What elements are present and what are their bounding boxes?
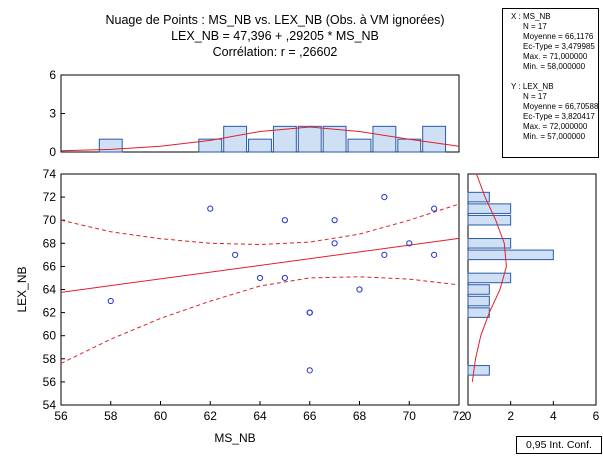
y-stats-header: Y : LEX_NB [511,82,554,91]
y-tick-label: 70 [43,213,57,227]
right-histogram-bar [467,272,512,284]
scatter-point [331,240,338,247]
y-tick-label: 58 [43,352,57,366]
scatter-point [306,309,313,316]
right-histogram-bar [467,191,490,203]
y-axis-label: LEX_NB [15,266,29,312]
y-stat-n: N = 17 [523,92,547,101]
x-stats-header: X : MS_NB [511,12,551,21]
y-tick-label: 68 [43,236,57,250]
right-histogram-bar [467,365,490,376]
scatter-point [381,194,388,201]
correlation-text: Corrélation: r = ,26602 [212,45,338,59]
x-tick-label: 60 [154,409,168,423]
y-tick-label: 72 [43,190,57,204]
top-histogram-bar [223,125,248,153]
x-stats-group: X : MS_NB N = 17 Moyenne = 66,1176 Ec-Ty… [511,12,598,72]
top-histogram-bar [198,138,223,153]
right-histogram-bar [467,284,490,295]
top-histogram-bar [272,125,297,153]
top-histogram-bar [372,125,397,153]
right-histogram-tick-label: 0 [465,409,472,423]
scatter-point [256,274,264,282]
confidence-band-lower [60,276,460,364]
top-histogram-tick-label: 0 [49,145,56,159]
x-tick-label: 64 [253,409,267,423]
x-stat-mean: Moyenne = 66,1176 [523,32,594,41]
right-histogram-bar [467,295,490,307]
y-stat-max: Max. = 72,000000 [523,122,588,131]
x-tick-label: 70 [403,409,417,423]
x-stat-min: Min. = 58,000000 [523,62,586,71]
scatter-point [207,205,214,212]
right-histogram-bar [467,203,512,214]
regression-equation: LEX_NB = 47,396 + ,29205 * MS_NB [171,29,379,43]
y-stat-min: Min. = 57,000000 [523,132,586,141]
y-tick-label: 56 [43,375,57,389]
chart-title: Nuage de Points : MS_NB vs. LEX_NB (Obs.… [60,12,490,60]
top-histogram-normal-curve [60,126,460,152]
right-histogram-bar [467,307,490,318]
scatter-plot-frame [60,173,460,406]
right-histogram-tick-label: 6 [593,409,600,423]
regression-line [60,237,460,293]
right-histogram-tick-label: 4 [550,409,557,423]
stats-legend-box: X : MS_NB N = 17 Moyenne = 66,1176 Ec-Ty… [502,8,599,158]
y-stat-sd: Ec-Type = 3,820417 [523,112,595,121]
confidence-legend: 0,95 Int. Conf. [516,436,602,454]
scatter-point [431,251,438,258]
scatter-point [281,274,288,282]
scatter-point [431,205,438,212]
x-stat-sd: Ec-Type = 3,479985 [523,42,595,51]
top-histogram-bar [248,138,272,153]
y-tick-label: 62 [43,306,57,320]
top-histogram-bar [297,125,322,153]
x-stat-max: Max. = 71,000000 [523,52,588,61]
y-tick-label: 66 [43,259,57,273]
top-histogram-bar [347,138,372,153]
y-stats-group: Y : LEX_NB N = 17 Moyenne = 66,70588 Ec-… [511,82,598,142]
scatter-point [232,251,239,258]
x-tick-label: 62 [204,409,218,423]
scatter-point [381,251,388,258]
scatter-point [306,367,313,374]
x-tick-label: 58 [104,409,118,423]
y-stat-mean: Moyenne = 66,70588 [523,102,599,111]
x-tick-label: 68 [353,409,367,423]
right-histogram-tick-label: 2 [507,409,514,423]
scatter-point [356,286,363,293]
x-axis-label: MS_NB [214,431,255,445]
y-tick-label: 54 [43,398,57,412]
scatter-point [107,297,114,305]
y-tick-label: 60 [43,329,57,343]
right-histogram-bar [467,249,554,261]
x-tick-label: 56 [54,409,68,423]
top-histogram-tick-label: 6 [49,68,56,82]
right-histogram-bar [467,238,512,249]
top-histogram-tick-label: 3 [49,107,56,121]
y-tick-label: 74 [43,167,57,181]
top-histogram-bar [397,138,422,153]
top-histogram-bar [422,125,447,153]
y-tick-label: 64 [43,283,57,297]
scatter-point [281,217,288,224]
x-tick-label: 72 [452,409,466,423]
right-histogram-bar [467,214,512,226]
scatter-point [406,240,413,247]
title-line-1: Nuage de Points : MS_NB vs. LEX_NB (Obs.… [105,13,445,27]
x-tick-label: 66 [303,409,317,423]
scatter-point [331,217,338,224]
right-histogram-normal-curve [471,173,507,382]
x-stat-n: N = 17 [523,22,547,31]
top-histogram-bar [322,125,347,153]
